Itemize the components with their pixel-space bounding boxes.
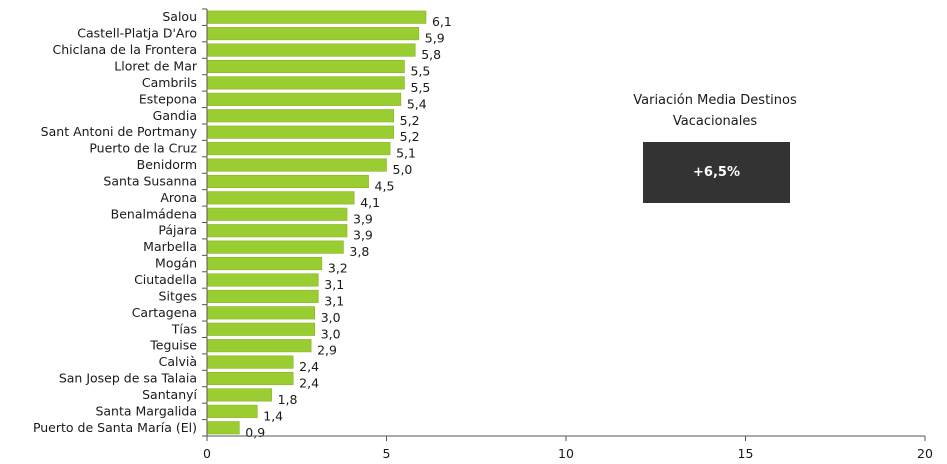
bar [206, 273, 319, 287]
x-tick-label: 0 [203, 446, 211, 461]
category-label: Teguise [149, 338, 197, 353]
x-tick-label: 15 [738, 446, 754, 461]
category-label: Cambrils [142, 75, 197, 90]
bar [206, 404, 258, 418]
bar [206, 421, 240, 435]
value-labels: 6,15,95,85,55,55,45,25,25,15,04,54,13,93… [245, 14, 452, 440]
bar [206, 207, 348, 221]
value-label: 3,2 [328, 261, 348, 276]
category-label: Ciutadella [134, 272, 197, 287]
annotation-value: +6,5% [693, 165, 740, 180]
annotation-badge: +6,5% [643, 142, 790, 203]
value-label: 2,9 [317, 343, 337, 358]
bar [206, 339, 312, 353]
value-label: 2,4 [299, 376, 319, 391]
x-tick-label: 10 [558, 446, 574, 461]
category-label: Lloret de Mar [114, 58, 198, 73]
value-label: 5,4 [407, 96, 427, 111]
category-label: Tías [171, 321, 197, 336]
value-label: 5,0 [393, 162, 413, 177]
value-label: 3,9 [353, 211, 373, 226]
bar [206, 174, 369, 188]
value-label: 0,9 [245, 425, 265, 440]
category-label: Cartagena [132, 305, 197, 320]
value-label: 1,4 [263, 408, 283, 423]
category-label: Arona [160, 190, 197, 205]
x-tick-label: 5 [383, 446, 391, 461]
category-label: San Josep de sa Talaia [59, 371, 197, 386]
category-label: Santa Susanna [103, 173, 197, 188]
value-label: 5,2 [400, 113, 420, 128]
bar [206, 76, 405, 90]
annotation-title: Variación Media Destinos Vacacionales [633, 93, 797, 129]
value-label: 3,0 [321, 326, 341, 341]
category-label: Puerto de Santa María (El) [33, 420, 197, 435]
bar [206, 388, 272, 402]
bar [206, 191, 355, 205]
value-label: 5,5 [410, 80, 430, 95]
bar [206, 59, 405, 74]
bar [206, 158, 387, 172]
value-label: 5,2 [400, 129, 420, 144]
bar [206, 125, 394, 139]
bar [206, 10, 427, 24]
bar [206, 43, 416, 57]
bar [206, 27, 420, 41]
value-label: 3,9 [353, 228, 373, 243]
value-label: 4,1 [360, 195, 380, 210]
category-label: Estepona [139, 91, 197, 106]
category-label: Chiclana de la Frontera [53, 42, 198, 57]
category-label: Sant Antoni de Portmany [41, 124, 198, 139]
category-label: Mogán [155, 256, 197, 271]
bar [206, 109, 394, 123]
value-label: 5,5 [410, 63, 430, 78]
x-axis: 0 5 10 15 20 [202, 8, 933, 461]
bar [206, 224, 348, 238]
category-label: Calvià [159, 354, 197, 369]
category-label: Gandia [153, 108, 197, 123]
value-label: 2,4 [299, 359, 319, 374]
category-label: Benidorm [137, 157, 197, 172]
bar [206, 355, 294, 369]
category-label: Salou [162, 9, 197, 24]
value-label: 3,0 [321, 310, 341, 325]
category-label: Benalmádena [111, 206, 197, 221]
value-label: 4,5 [375, 178, 395, 193]
x-tick-label: 20 [917, 446, 933, 461]
bar [206, 306, 315, 320]
category-label: Sitges [159, 288, 197, 303]
category-label: Santa Margalida [95, 403, 197, 418]
category-label: Castell-Platja D'Aro [77, 26, 197, 41]
value-label: 3,1 [324, 293, 344, 308]
bar [206, 240, 344, 254]
category-label: Marbella [143, 239, 197, 254]
bar [206, 92, 402, 106]
value-label: 3,8 [349, 244, 369, 259]
bar [206, 142, 391, 156]
bar [206, 322, 315, 336]
bar [206, 289, 319, 303]
value-label: 5,9 [425, 31, 445, 46]
bar [206, 257, 323, 271]
category-label: Puerto de la Cruz [89, 141, 197, 156]
value-label: 5,8 [421, 47, 441, 62]
value-label: 1,8 [278, 392, 298, 407]
category-label: Santanyí [142, 387, 197, 402]
bar [206, 371, 294, 386]
value-label: 6,1 [432, 14, 452, 29]
value-label: 3,1 [324, 277, 344, 292]
value-label: 5,1 [396, 146, 416, 161]
category-label: Pájara [158, 223, 197, 238]
